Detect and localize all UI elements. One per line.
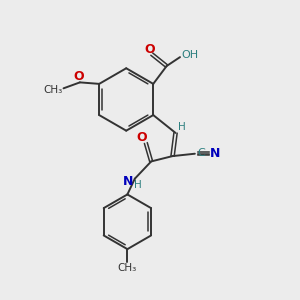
Text: H: H — [178, 122, 186, 132]
Text: O: O — [136, 131, 147, 144]
Text: CH₃: CH₃ — [44, 85, 63, 95]
Text: O: O — [73, 70, 84, 83]
Text: O: O — [144, 43, 155, 56]
Text: C: C — [197, 148, 205, 158]
Text: OH: OH — [182, 50, 199, 60]
Text: N: N — [123, 175, 134, 188]
Text: H: H — [134, 180, 142, 190]
Text: N: N — [210, 147, 220, 160]
Text: CH₃: CH₃ — [118, 263, 137, 273]
